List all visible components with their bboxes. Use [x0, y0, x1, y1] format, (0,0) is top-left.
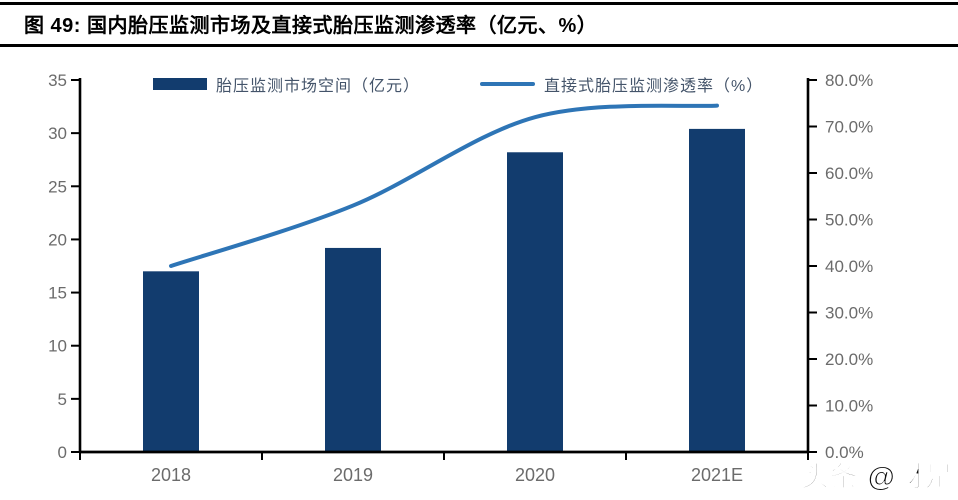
title-divider-line: [0, 44, 958, 47]
left-axis-tick-label: 35: [48, 71, 67, 90]
left-axis-tick-label: 25: [48, 177, 67, 196]
right-axis-tick-label: 20.0%: [825, 350, 873, 369]
bar-2019: [325, 247, 381, 452]
legend-label-market-space: 胎压监测市场空间（亿元）: [216, 78, 421, 95]
category-label-2021E: 2021E: [691, 465, 743, 485]
legend-item-market-space: 胎压监测市场空间（亿元）: [153, 72, 420, 96]
legend-label-penetration: 直接式胎压监测渗透率（%）: [544, 78, 764, 95]
right-axis-tick-label: 70.0%: [825, 118, 873, 137]
right-axis-tick-label: 50.0%: [825, 211, 873, 230]
top-border-line: [0, 2, 958, 5]
penetration-line: [169, 103, 719, 268]
bar-2020: [507, 152, 563, 452]
category-label-2019: 2019: [333, 465, 373, 485]
page-title: 图 49: 国内胎压监测市场及直接式胎压监测渗透率（亿元、%）: [24, 15, 598, 37]
line-series-swatch: [480, 82, 535, 86]
left-axis-tick-label: 0: [58, 443, 67, 462]
bar-2018: [143, 271, 199, 452]
right-axis-tick-label: 0.0%: [825, 443, 864, 462]
right-axis-tick-label: 80.0%: [825, 71, 873, 90]
right-axis-tick-label: 40.0%: [825, 257, 873, 276]
right-axis-tick-label: 30.0%: [825, 304, 873, 323]
watermark: 头条 @财是: [800, 461, 954, 493]
left-axis-tick-label: 10: [48, 337, 67, 356]
category-label-2018: 2018: [151, 465, 191, 485]
bar-series-swatch: [153, 78, 207, 90]
left-axis-tick-label: 30: [48, 124, 67, 143]
category-label-2020: 2020: [515, 465, 555, 485]
right-axis-tick-label: 10.0%: [825, 397, 873, 416]
bar-2021E: [689, 128, 745, 453]
right-axis-tick-label: 60.0%: [825, 164, 873, 183]
left-axis-tick-label: 5: [58, 390, 67, 409]
left-axis-tick-label: 20: [48, 230, 67, 249]
left-axis-tick-label: 15: [48, 284, 67, 303]
legend-item-penetration: 直接式胎压监测渗透率（%）: [480, 72, 763, 96]
